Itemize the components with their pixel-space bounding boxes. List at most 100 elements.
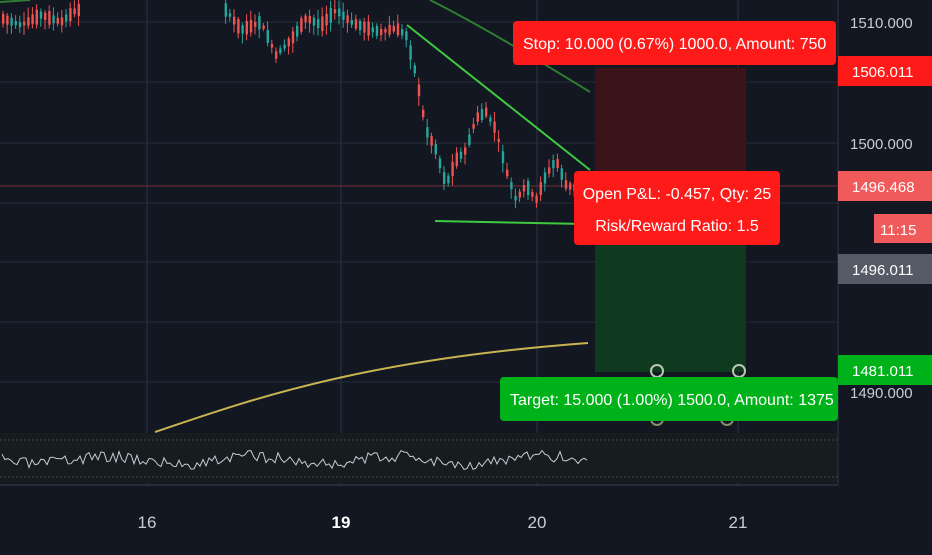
candle-body (392, 25, 395, 32)
candle-body (455, 152, 458, 167)
price-tag: 11:15 (874, 214, 932, 243)
risk-reward-text: Risk/Reward Ratio: 1.5 (595, 218, 759, 235)
candle-body (18, 22, 22, 28)
candle-body (291, 31, 295, 44)
candle-body (514, 195, 517, 201)
candle-body (426, 127, 429, 138)
candle-body (422, 109, 425, 118)
target-label-text: Target: 15.000 (1.00%) 1500.0, Amount: 1… (510, 392, 834, 409)
candle-body (464, 147, 467, 155)
candle-body (31, 14, 34, 25)
candle-body (77, 3, 80, 17)
candle-body (476, 112, 479, 122)
candle-body (497, 138, 500, 142)
price-tag-label: 11:15 (880, 222, 916, 239)
candle-body (569, 183, 572, 190)
candle-body (409, 45, 412, 60)
candle-body (548, 167, 551, 174)
price-tag-label: 1496.468 (852, 179, 915, 196)
candle-body (245, 21, 248, 35)
candle-body (283, 44, 286, 49)
y-tick-label: 1500.000 (850, 136, 913, 153)
candle-body (527, 180, 530, 196)
candle-body (346, 15, 349, 23)
candle-body (329, 7, 332, 23)
stop-label[interactable]: Stop: 10.000 (0.67%) 1000.0, Amount: 750 (513, 21, 836, 65)
candle-body (52, 15, 55, 24)
price-tag-label: 1481.011 (852, 363, 913, 380)
stop-label-text: Stop: 10.000 (0.67%) 1000.0, Amount: 750 (523, 36, 826, 53)
candle-body (317, 19, 320, 29)
candle-body (535, 195, 538, 203)
candle-body (501, 151, 505, 164)
candle-body (443, 172, 446, 184)
candle-body (480, 109, 484, 120)
candle-body (287, 38, 290, 47)
price-tag: 1481.011 (838, 355, 932, 385)
candle-body (438, 158, 442, 169)
candle-body (279, 48, 282, 54)
candle-body (401, 29, 404, 36)
candle-body (375, 25, 379, 36)
price-tag-stop (838, 56, 932, 86)
candle-body (228, 13, 232, 17)
open-pl-label[interactable]: Open P&L: -0.457, Qty: 25 Risk/Reward Ra… (574, 171, 780, 245)
candle-body (485, 107, 488, 117)
candle-body (493, 121, 496, 133)
trendline-upper[interactable] (406, 24, 591, 171)
candle-body (6, 15, 9, 25)
y-tick-label: 1510.000 (850, 15, 913, 32)
candle-body (522, 185, 526, 192)
price-tag-entry (838, 254, 932, 284)
candle-body (564, 180, 568, 189)
candle-body (266, 30, 269, 44)
target-label[interactable]: Target: 15.000 (1.00%) 1500.0, Amount: 1… (500, 377, 838, 421)
candle-body (384, 29, 387, 33)
candle-body (254, 21, 257, 27)
candle-body (10, 17, 13, 26)
candle-body (262, 25, 265, 30)
candle-body (371, 27, 374, 33)
y-tick-label: 1490.000 (850, 385, 913, 402)
candle-body (224, 3, 227, 17)
candle-body (321, 16, 324, 32)
candle-body (506, 169, 509, 177)
candle-body (65, 14, 68, 22)
candle-body (304, 15, 307, 23)
candle-body (60, 17, 64, 26)
price-tag: 1496.011 (838, 254, 932, 284)
candle-body (342, 11, 345, 20)
candle-body (447, 175, 450, 184)
candle-body (44, 12, 47, 21)
candle-body (241, 25, 244, 34)
candle-body (552, 160, 555, 169)
candle-body (14, 21, 17, 26)
candle-body (56, 17, 59, 24)
candle-body (413, 65, 416, 74)
candle-body (451, 161, 454, 177)
candle-body (380, 28, 383, 36)
x-tick-label: 16 (138, 513, 157, 532)
moving-average-long (154, 342, 589, 433)
candle-body (249, 19, 253, 33)
candle-body (388, 24, 391, 35)
candle-body (312, 17, 316, 26)
candle-body (48, 11, 51, 25)
candle-body (518, 191, 521, 198)
take-profit-zone[interactable] (595, 244, 746, 372)
moving-average-short-left (0, 0, 31, 3)
candle-body (396, 23, 400, 36)
candle-body (434, 144, 437, 155)
candle-body (405, 31, 408, 41)
price-tag-current (838, 171, 932, 201)
candle-body (300, 18, 303, 32)
trendline-lower[interactable] (434, 220, 586, 225)
price-tag-target (838, 355, 932, 385)
price-tag: 1506.011 (838, 56, 932, 86)
candle-body (27, 17, 30, 26)
price-tag: 1496.468 (838, 171, 932, 201)
candle-body (233, 16, 236, 25)
candle-body (560, 168, 563, 180)
